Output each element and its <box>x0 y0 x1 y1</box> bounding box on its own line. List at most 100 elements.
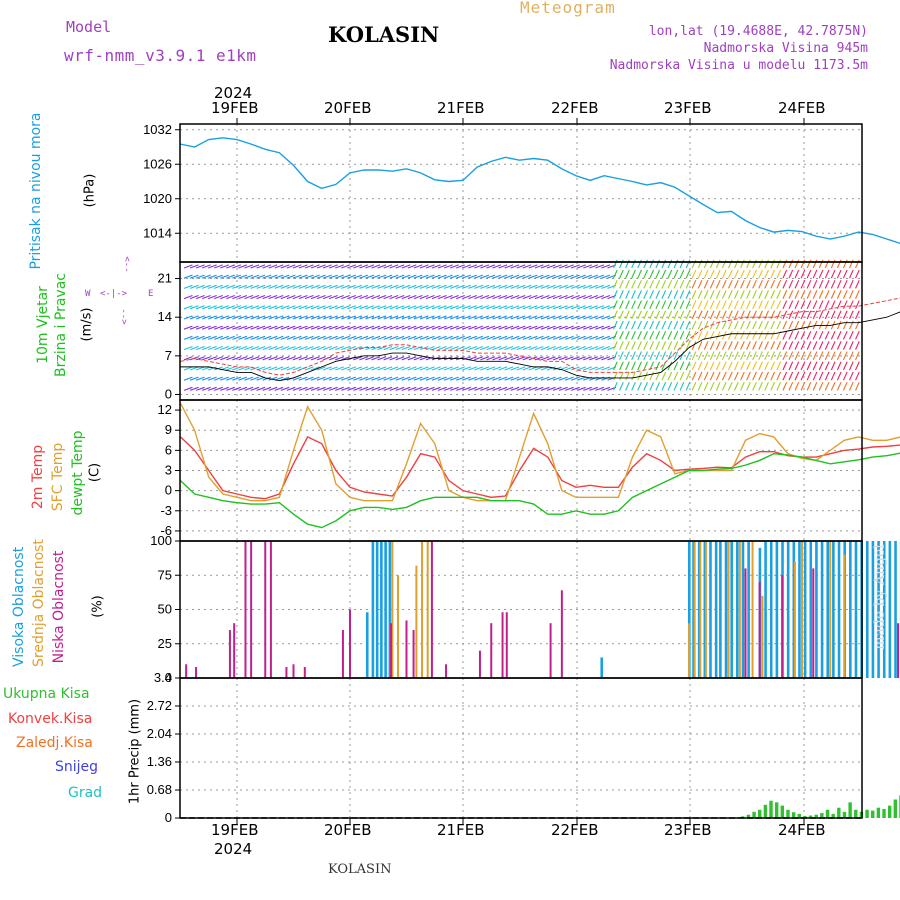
wind-barb <box>613 330 618 340</box>
wind-barb <box>589 345 598 351</box>
wind-barb <box>310 366 320 371</box>
wind-barb <box>208 366 217 371</box>
wind-barb <box>540 274 550 279</box>
wind-barb <box>322 376 332 381</box>
cloud-bar <box>415 565 418 678</box>
wind-barb <box>830 341 836 350</box>
wind-barb <box>437 305 447 310</box>
wind-barb <box>316 376 326 381</box>
wind-barb <box>498 376 508 381</box>
wind-barb <box>226 284 235 289</box>
wind-barb <box>842 269 848 279</box>
wind-barb <box>619 330 624 340</box>
wind-barb <box>528 274 538 279</box>
wind-barb <box>431 376 441 381</box>
wind-barb <box>335 315 344 320</box>
wind-barb <box>419 264 429 269</box>
wind-barb <box>419 305 429 310</box>
wind-barb <box>226 335 235 340</box>
wind-barb <box>715 310 721 320</box>
cloud-bar <box>549 623 552 678</box>
wind-barb <box>208 315 217 320</box>
wind-barb <box>661 269 667 279</box>
wind-barb <box>498 325 508 330</box>
wind-barb <box>619 259 624 269</box>
wind-barb <box>667 381 673 391</box>
wind-barb <box>365 294 375 300</box>
wind-barb <box>280 294 290 300</box>
precip-bar <box>848 802 852 818</box>
wind-barb <box>758 320 763 330</box>
wind-barb <box>589 305 598 310</box>
wind-barb <box>842 310 848 320</box>
wind-barb <box>625 290 630 299</box>
wind-barb <box>316 315 326 320</box>
wind-barb <box>377 305 387 310</box>
wind-barb <box>347 284 356 289</box>
wind-barb <box>564 274 574 279</box>
wind-barb <box>673 290 679 299</box>
wind-barb <box>595 356 605 361</box>
wind-barb <box>480 305 490 310</box>
wind-barb <box>552 294 562 300</box>
wind-barb <box>703 330 709 340</box>
wind-barb <box>812 320 818 330</box>
footer-station: KOLASIN <box>328 862 392 877</box>
wind-barb <box>183 345 193 351</box>
wind-barb <box>782 361 788 371</box>
wind-barb <box>377 264 387 269</box>
wind-barb <box>655 259 661 269</box>
wind-barb <box>631 269 636 279</box>
wind-barb <box>268 305 278 310</box>
cloud-bar <box>430 541 433 678</box>
wind-barb <box>371 305 381 310</box>
precip-bar <box>871 810 875 818</box>
wind-barb <box>286 386 296 391</box>
wind-barb <box>589 366 598 371</box>
wind-barb <box>425 376 435 381</box>
wind-barb <box>195 356 205 361</box>
wind-key-s: --> <box>118 308 129 325</box>
precip-bar <box>854 809 858 818</box>
wind-barb <box>758 310 763 320</box>
wind-barb <box>679 269 685 279</box>
wind-barb <box>589 315 598 320</box>
wind-barb <box>577 274 586 279</box>
ytick-label-2-2: 0 <box>165 483 172 498</box>
wind-barb <box>770 341 776 350</box>
wind-barb <box>800 371 806 381</box>
wind-barb <box>310 376 320 381</box>
wind-barb <box>613 320 618 330</box>
wind-barb <box>546 284 556 289</box>
cloud-bar <box>285 667 288 678</box>
wind-barb <box>534 366 544 371</box>
wind-barb <box>214 376 223 381</box>
wind-barb <box>322 345 332 351</box>
date-tick-top-1: 20FEB <box>324 99 372 117</box>
wind-barb <box>855 341 860 350</box>
panel-frame-0 <box>179 123 863 263</box>
wind-barb <box>848 361 854 371</box>
wind-barb <box>806 361 812 371</box>
wind-barb <box>794 259 800 269</box>
wind-barb <box>201 386 211 391</box>
wind-barb <box>637 290 642 299</box>
wind-barb <box>486 335 496 340</box>
wind-barb <box>195 315 205 320</box>
wind-barb <box>673 259 679 269</box>
wind-barb <box>552 345 562 351</box>
wind-barb <box>280 325 290 330</box>
wind-barb <box>462 305 471 310</box>
wind-barb <box>522 274 532 279</box>
wind-barb <box>691 381 697 391</box>
wind-barb <box>274 274 284 279</box>
wind-barb <box>383 335 393 340</box>
wind-barb <box>721 361 727 371</box>
cloud-bar <box>865 541 869 678</box>
wind-barb <box>601 294 611 300</box>
wind-barb <box>498 386 508 391</box>
wind-barb <box>619 361 624 371</box>
wind-barb <box>262 315 272 320</box>
wind-barb <box>770 300 776 310</box>
wind-barb <box>619 320 624 330</box>
